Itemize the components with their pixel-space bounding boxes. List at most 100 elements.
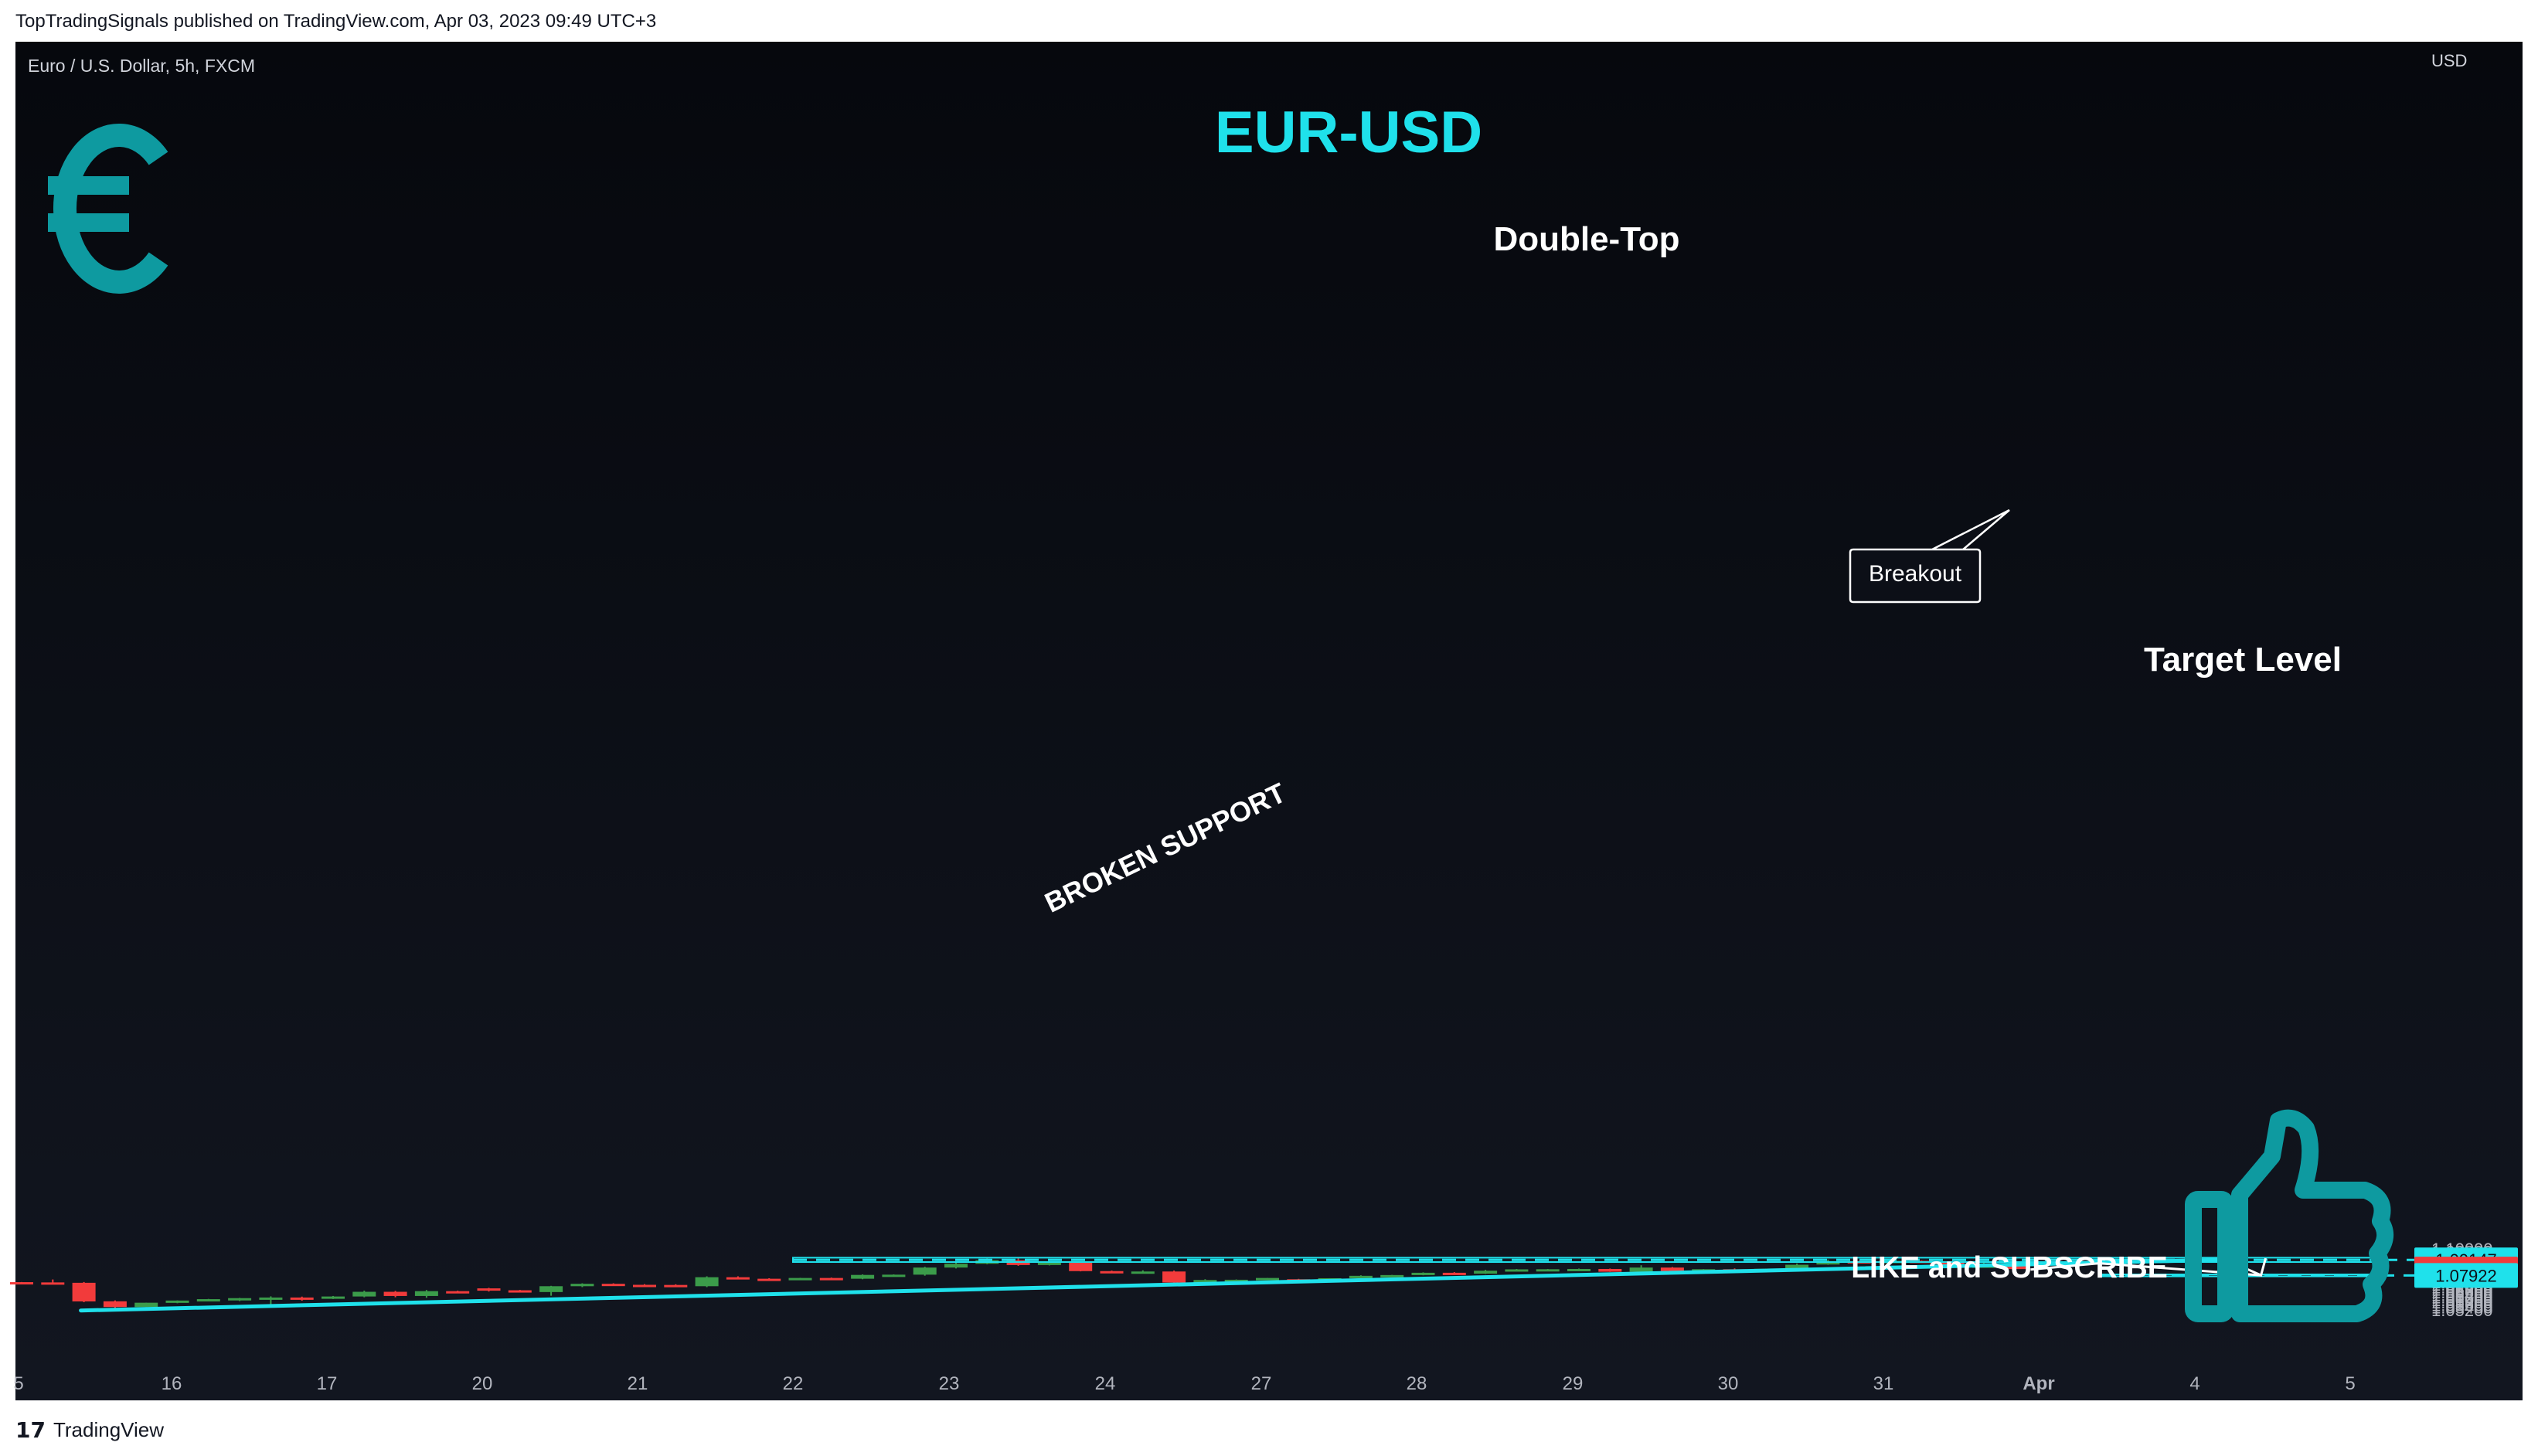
candle <box>601 1283 625 1287</box>
candle-body <box>228 1298 252 1301</box>
candle-body <box>41 1282 65 1285</box>
publish-info: TopTradingSignals published on TradingVi… <box>15 11 657 32</box>
candle-body <box>1162 1271 1186 1283</box>
candle <box>726 1276 750 1280</box>
candle <box>757 1277 781 1281</box>
target-level-tag: 1.07922 <box>2435 1266 2497 1285</box>
candle-body <box>446 1291 470 1294</box>
candle <box>633 1284 656 1288</box>
price-tick-label: 1.06200 <box>2431 1288 2493 1308</box>
candle-body <box>1816 1260 1840 1265</box>
time-tick-label: 17 <box>317 1373 338 1394</box>
candle-body <box>1442 1272 1466 1275</box>
candle <box>539 1285 563 1296</box>
footer-brand[interactable]: 17 TradingView <box>15 1414 164 1445</box>
candle-body <box>757 1278 781 1281</box>
candle <box>913 1267 937 1276</box>
tradingview-logo-icon: 17 <box>15 1417 46 1443</box>
candle <box>1162 1271 1186 1285</box>
candle-body <box>601 1284 625 1287</box>
candle <box>1567 1268 1591 1271</box>
candle-body <box>352 1291 376 1297</box>
support-trendline <box>79 1257 2223 1313</box>
candle <box>1256 1277 1279 1281</box>
candle-body <box>322 1296 345 1299</box>
candle <box>1505 1268 1529 1272</box>
candle-body <box>134 1302 158 1308</box>
candle <box>819 1277 843 1281</box>
time-tick-label: Apr <box>2023 1373 2054 1394</box>
candle <box>882 1274 906 1277</box>
candle-body <box>10 1282 33 1285</box>
candle-body <box>819 1277 843 1281</box>
candle <box>1536 1268 1560 1272</box>
candle-body <box>882 1274 906 1277</box>
candle <box>228 1298 252 1301</box>
candle-body <box>1567 1268 1591 1271</box>
candle <box>664 1284 688 1288</box>
footer-brand-text: TradingView <box>53 1417 165 1441</box>
candle-body <box>944 1264 968 1268</box>
breakout-label: Breakout <box>1869 561 1962 587</box>
time-tick-label: 27 <box>1251 1373 1272 1394</box>
candle-body <box>259 1297 283 1300</box>
candle-body <box>913 1267 937 1275</box>
candle-body <box>695 1277 719 1287</box>
euro-sign-icon <box>48 124 168 294</box>
time-tick-label: 30 <box>1718 1373 1739 1394</box>
candle-body <box>1785 1264 1809 1269</box>
time-tick-label: 24 <box>1095 1373 1116 1394</box>
candle <box>446 1291 470 1294</box>
candle-body <box>726 1277 750 1280</box>
price-tick-label: 1.05400 <box>2431 1298 2493 1318</box>
candle <box>1442 1272 1466 1275</box>
candle-body <box>1193 1280 1217 1283</box>
candle-body <box>1256 1277 1279 1281</box>
candle-body <box>1536 1269 1560 1272</box>
candle-body <box>570 1284 594 1287</box>
candle <box>165 1300 189 1304</box>
candle <box>10 1281 33 1285</box>
time-tick-label: 20 <box>472 1373 493 1394</box>
candle-body <box>633 1284 656 1288</box>
candle-body <box>1224 1279 1248 1282</box>
projection-arrowhead <box>2246 1257 2268 1277</box>
price-tick-label: 1.05600 <box>2431 1295 2493 1315</box>
price-tick-label: 1.05800 <box>2431 1293 2493 1312</box>
publish-header: TopTradingSignals published on TradingVi… <box>0 0 2538 42</box>
price-labels: 1.091471.084241.07922 <box>2414 1247 2518 1288</box>
candle-body <box>1505 1269 1529 1272</box>
candle-body <box>290 1297 314 1300</box>
time-tick-label: 22 <box>783 1373 804 1394</box>
thumbs-up-icon <box>2185 1109 2393 1322</box>
candle <box>1380 1274 1404 1277</box>
candle <box>134 1302 158 1308</box>
candle <box>788 1277 812 1281</box>
projection-path <box>2030 1262 2261 1277</box>
candle-body <box>72 1282 96 1302</box>
time-tick-label: 29 <box>1563 1373 1584 1394</box>
lines-layer <box>79 1257 2268 1313</box>
candle <box>383 1291 407 1298</box>
candle <box>1100 1271 1124 1274</box>
candle <box>41 1279 65 1285</box>
candle-body <box>1069 1262 1093 1271</box>
candle-body <box>1660 1267 1684 1271</box>
price-tick-label: 1.06000 <box>2431 1291 2493 1310</box>
candles-layer <box>10 1258 2027 1311</box>
candle <box>322 1295 345 1299</box>
candle <box>1629 1265 1653 1273</box>
candle-body <box>1941 1260 1965 1267</box>
plot-background <box>15 42 2523 1400</box>
price-tick-label: 1.06400 <box>2431 1285 2493 1305</box>
candle <box>1474 1270 1498 1274</box>
candle <box>72 1281 96 1302</box>
target-level-label: Target Level <box>2144 641 2342 679</box>
price-tick-label: 1.05200 <box>2431 1301 2493 1320</box>
time-tick-label: 5 <box>2345 1373 2355 1394</box>
candle-body <box>196 1299 220 1302</box>
candle <box>1224 1279 1248 1282</box>
candle <box>414 1290 438 1298</box>
candle-body <box>1598 1268 1622 1272</box>
